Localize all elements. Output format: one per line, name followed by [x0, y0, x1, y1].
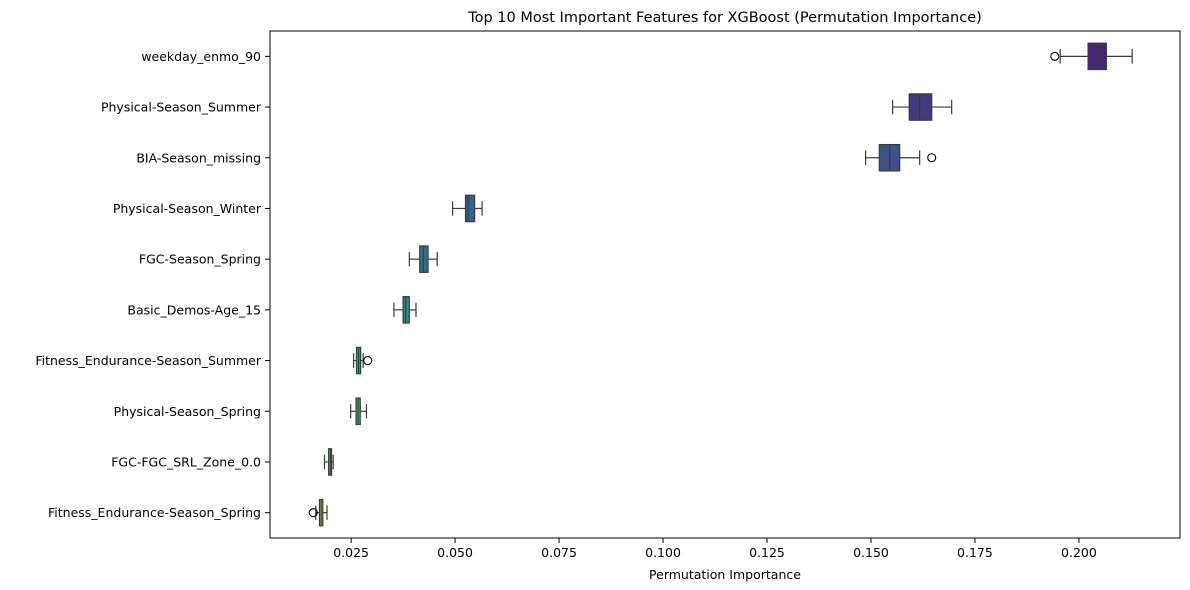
- y-tick-label: FGC-Season_Spring: [139, 252, 261, 267]
- plot-area: 0.025 0.050 0.075 0.100 0.125 0.150 0.175 0.200…: [35, 42, 1133, 560]
- x-tick-label: 0.150: [853, 545, 889, 560]
- y-tick-label: Fitness_Endurance-Season_Spring: [48, 505, 261, 520]
- outlier-point: [1050, 51, 1060, 61]
- y-tick-label: weekday_enmo_90: [141, 49, 261, 64]
- y-tick-label: Basic_Demos-Age_15: [127, 302, 261, 317]
- x-tick-label: 0.200: [1061, 545, 1097, 560]
- outlier-point: [927, 153, 937, 163]
- x-tick-label: 0.125: [749, 545, 785, 560]
- box: [908, 93, 933, 121]
- box: [1087, 42, 1107, 71]
- plot-frame: [269, 30, 1181, 539]
- y-tick-label: Fitness_Endurance-Season_Summer: [35, 353, 262, 368]
- y-tick-label: BIA-Season_missing: [136, 150, 261, 165]
- x-axis-label: Permutation Importance: [649, 567, 801, 582]
- y-tick-label: Physical-Season_Summer: [101, 100, 262, 115]
- x-tick-label: 0.025: [333, 545, 369, 560]
- box: [464, 194, 476, 223]
- outlier-point: [308, 508, 318, 518]
- chart-title: Top 10 Most Important Features for XGBoo…: [467, 10, 982, 26]
- x-tick-label: 0.100: [645, 545, 681, 560]
- outlier-point: [363, 355, 373, 366]
- y-tick-label: Physical-Season_Winter: [113, 201, 262, 216]
- x-tick-label: 0.175: [957, 545, 993, 560]
- x-tick-label: 0.050: [437, 545, 473, 560]
- y-tick-label: Physical-Season_Spring: [114, 404, 261, 419]
- y-tick-label: FGC-FGC_SRL_Zone_0.0: [111, 454, 261, 469]
- box: [402, 296, 410, 324]
- x-tick-label: 0.075: [541, 545, 577, 560]
